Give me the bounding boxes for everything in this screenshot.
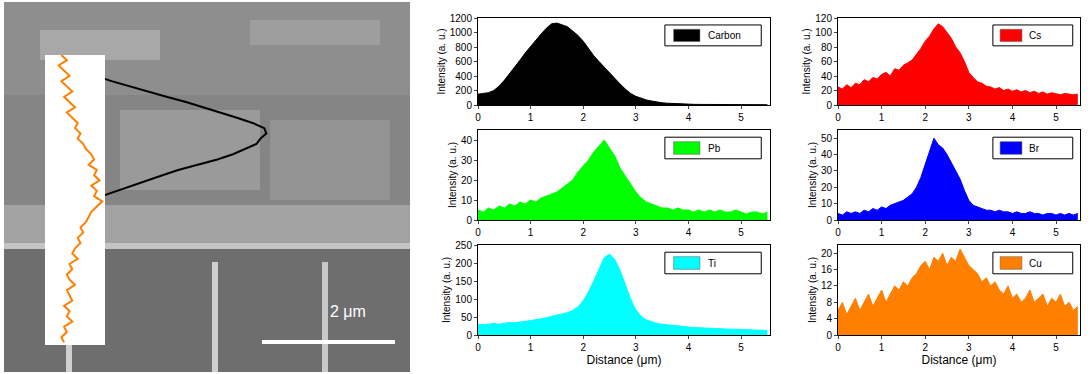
svg-text:80: 80 [821, 42, 833, 53]
svg-text:10: 10 [461, 195, 473, 206]
svg-text:3: 3 [633, 227, 639, 238]
svg-text:0: 0 [466, 215, 472, 226]
svg-text:Intensity (a. u.): Intensity (a. u.) [807, 257, 818, 323]
svg-text:5: 5 [738, 227, 744, 238]
svg-text:100: 100 [815, 27, 832, 38]
svg-text:2: 2 [922, 112, 928, 123]
svg-text:Ti: Ti [708, 258, 716, 269]
svg-text:Distance (μm): Distance (μm) [587, 353, 662, 367]
svg-text:0: 0 [826, 330, 832, 341]
svg-text:800: 800 [455, 42, 472, 53]
svg-text:40: 40 [821, 149, 833, 160]
svg-text:3: 3 [966, 227, 972, 238]
svg-text:30: 30 [821, 165, 833, 176]
svg-text:3: 3 [633, 112, 639, 123]
svg-text:200: 200 [455, 85, 472, 96]
svg-text:3: 3 [966, 342, 972, 353]
svg-text:0: 0 [475, 227, 481, 238]
svg-text:1200: 1200 [450, 13, 473, 24]
svg-text:0: 0 [475, 342, 481, 353]
svg-text:12: 12 [821, 280, 833, 291]
svg-text:4: 4 [1010, 112, 1016, 123]
svg-text:1: 1 [879, 342, 885, 353]
svg-text:4: 4 [686, 227, 692, 238]
svg-text:Pb: Pb [708, 143, 721, 154]
svg-text:Cs: Cs [1029, 30, 1041, 41]
svg-text:250: 250 [455, 240, 472, 251]
svg-text:4: 4 [686, 112, 692, 123]
svg-text:50: 50 [461, 312, 473, 323]
svg-text:20: 20 [461, 175, 473, 186]
svg-text:1: 1 [528, 227, 534, 238]
svg-text:5: 5 [738, 112, 744, 123]
svg-text:3: 3 [633, 342, 639, 353]
svg-text:1: 1 [528, 342, 534, 353]
svg-text:Distance (μm): Distance (μm) [922, 353, 997, 367]
svg-text:5: 5 [738, 342, 744, 353]
svg-text:0: 0 [826, 100, 832, 111]
svg-text:4: 4 [1010, 342, 1016, 353]
svg-text:30: 30 [461, 155, 473, 166]
svg-text:100: 100 [455, 294, 472, 305]
svg-text:16: 16 [821, 264, 833, 275]
svg-text:20: 20 [821, 248, 833, 259]
svg-text:1: 1 [879, 112, 885, 123]
svg-text:60: 60 [821, 56, 833, 67]
svg-text:2: 2 [922, 227, 928, 238]
svg-text:0: 0 [826, 215, 832, 226]
svg-text:0: 0 [835, 342, 841, 353]
svg-text:3: 3 [966, 112, 972, 123]
svg-text:8: 8 [826, 297, 832, 308]
svg-text:2: 2 [922, 342, 928, 353]
svg-text:Intensity (a. u.): Intensity (a. u.) [436, 28, 447, 94]
svg-text:150: 150 [455, 276, 472, 287]
svg-text:40: 40 [821, 71, 833, 82]
svg-text:20: 20 [821, 85, 833, 96]
svg-text:10: 10 [821, 198, 833, 209]
svg-text:1: 1 [528, 112, 534, 123]
svg-text:40: 40 [461, 135, 473, 146]
svg-text:120: 120 [815, 13, 832, 24]
svg-text:2: 2 [580, 227, 586, 238]
svg-text:0: 0 [475, 112, 481, 123]
svg-text:600: 600 [455, 56, 472, 67]
svg-text:Br: Br [1029, 143, 1040, 154]
svg-text:0: 0 [466, 100, 472, 111]
svg-text:2: 2 [580, 342, 586, 353]
svg-text:5: 5 [1053, 227, 1059, 238]
svg-text:50: 50 [821, 133, 833, 144]
svg-text:4: 4 [1010, 227, 1016, 238]
svg-text:2: 2 [580, 112, 586, 123]
svg-text:400: 400 [455, 71, 472, 82]
svg-text:1000: 1000 [450, 27, 473, 38]
svg-text:Intensity (a. u.): Intensity (a. u.) [441, 257, 452, 323]
svg-text:200: 200 [455, 258, 472, 269]
svg-text:Intensity (a. u.): Intensity (a. u.) [807, 142, 818, 208]
svg-text:2 μm: 2 μm [330, 303, 366, 320]
svg-text:Intensity (a. u.): Intensity (a. u.) [447, 142, 458, 208]
svg-text:4: 4 [826, 313, 832, 324]
svg-text:0: 0 [835, 227, 841, 238]
svg-text:20: 20 [821, 182, 833, 193]
svg-text:1: 1 [879, 227, 885, 238]
svg-text:5: 5 [1053, 342, 1059, 353]
svg-text:5: 5 [1053, 112, 1059, 123]
svg-text:0: 0 [835, 112, 841, 123]
svg-text:Cu: Cu [1029, 258, 1042, 269]
svg-text:4: 4 [686, 342, 692, 353]
svg-text:0: 0 [466, 330, 472, 341]
svg-text:Intensity (a. u.): Intensity (a. u.) [801, 28, 812, 94]
svg-text:Carbon: Carbon [708, 30, 741, 41]
